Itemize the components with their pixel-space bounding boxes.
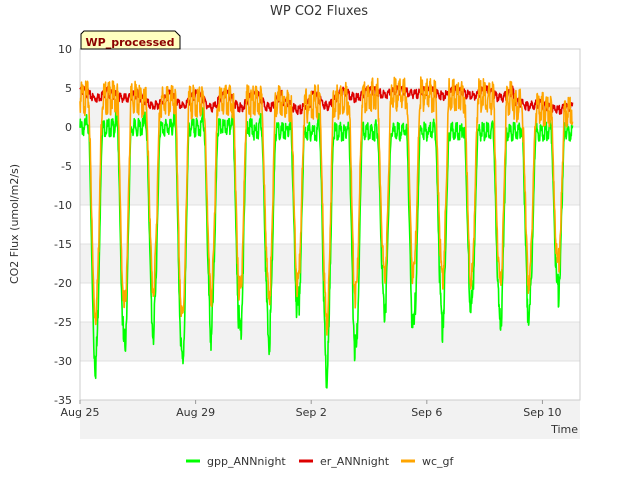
background-band xyxy=(80,322,580,361)
x-tick-label: Aug 29 xyxy=(176,406,215,419)
plot-frame xyxy=(79,48,581,401)
y-tick-label: 5 xyxy=(65,82,72,95)
series-layer xyxy=(79,76,574,389)
y-tick-label: 10 xyxy=(58,43,72,56)
series-line-gpp-annnight xyxy=(79,107,574,389)
badge-box xyxy=(80,30,181,50)
background-band xyxy=(80,400,580,439)
y-axis-label: CO2 Flux (umol/m2/s) xyxy=(8,164,21,284)
y-tick-label: -20 xyxy=(54,277,72,290)
series-line-wc-gf xyxy=(79,76,574,336)
legend: gpp_ANNnight er_ANNnight wc_gf xyxy=(186,455,455,468)
y-tick-label: -15 xyxy=(54,238,72,251)
x-tick-label: Sep 6 xyxy=(411,406,442,419)
legend-label: er_ANNnight xyxy=(320,455,390,468)
y-axis-ticks: 10 5 0 -5 -10 -15 -20 -25 -30 -35 xyxy=(54,43,72,407)
x-tick-label: Aug 25 xyxy=(61,406,100,419)
y-tick-label: -25 xyxy=(54,316,72,329)
badge: WP_processed xyxy=(80,30,181,50)
y-tick-label: -35 xyxy=(54,394,72,407)
x-axis-label: Time xyxy=(550,423,578,436)
y-tick-label: 0 xyxy=(65,121,72,134)
y-tick-label: -30 xyxy=(54,355,72,368)
legend-label: wc_gf xyxy=(422,455,455,468)
chart-title: WP CO2 Fluxes xyxy=(270,4,368,19)
x-tick-label: Sep 10 xyxy=(523,406,561,419)
y-tick-label: -10 xyxy=(54,199,72,212)
badge-label: WP_processed xyxy=(86,36,175,49)
legend-label: gpp_ANNnight xyxy=(207,455,286,468)
x-axis-ticks: Aug 25 Aug 29 Sep 2 Sep 6 Sep 10 xyxy=(61,400,562,419)
x-tick-label: Sep 2 xyxy=(296,406,327,419)
y-tick-label: -5 xyxy=(61,160,72,173)
